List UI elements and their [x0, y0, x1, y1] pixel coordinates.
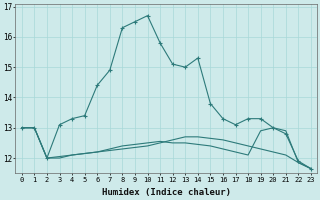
X-axis label: Humidex (Indice chaleur): Humidex (Indice chaleur): [102, 188, 231, 197]
